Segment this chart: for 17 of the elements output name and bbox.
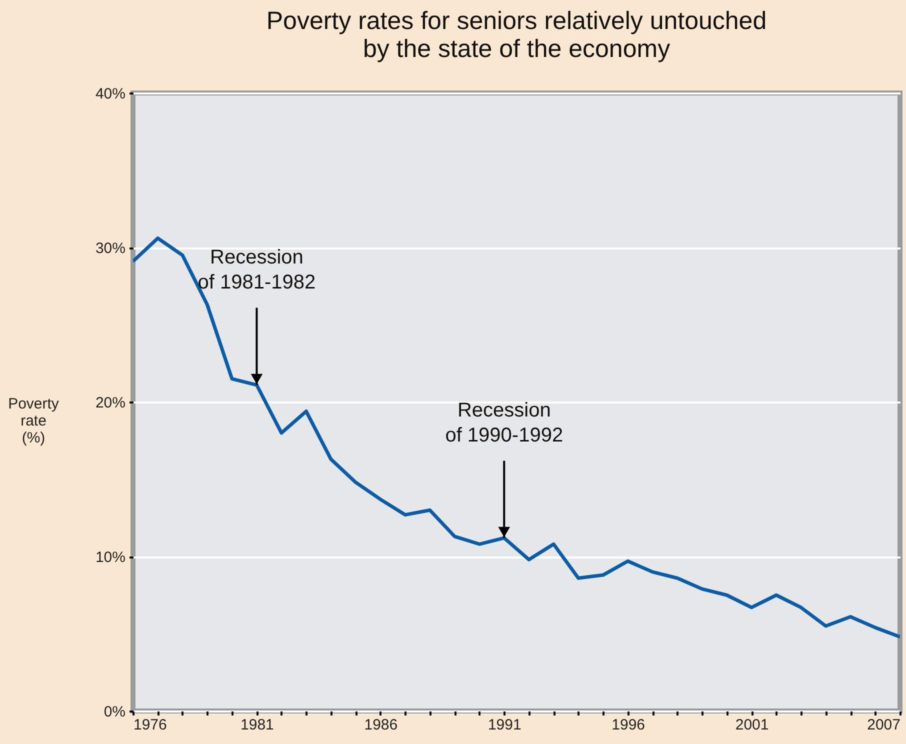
x-tick-label: 2001 bbox=[735, 716, 769, 734]
x-tick-label: 1991 bbox=[488, 716, 522, 734]
y-tick-label: 0% bbox=[104, 704, 126, 720]
y-tick-label: 30% bbox=[95, 240, 126, 257]
x-tick-label: 1976 bbox=[134, 716, 167, 734]
y-tick-label: 20% bbox=[95, 394, 126, 412]
y-tick-label: 10% bbox=[95, 549, 126, 566]
annotation: Recession of 1990-1992 bbox=[445, 399, 564, 446]
x-tick-label: 2007 bbox=[867, 716, 900, 734]
x-tick-label: 1996 bbox=[612, 716, 646, 734]
line-series bbox=[133, 236, 900, 639]
chart-title: Poverty rates for seniors relatively untouched by the state of the economy bbox=[266, 7, 767, 63]
annotation: Recession of 1981-1982 bbox=[198, 246, 316, 294]
y-tick-label: 40% bbox=[95, 86, 126, 102]
y-axis-title: Poverty rate (%) bbox=[8, 396, 60, 446]
x-tick-label: 1986 bbox=[364, 716, 398, 734]
x-tick-label: 1981 bbox=[240, 716, 274, 734]
